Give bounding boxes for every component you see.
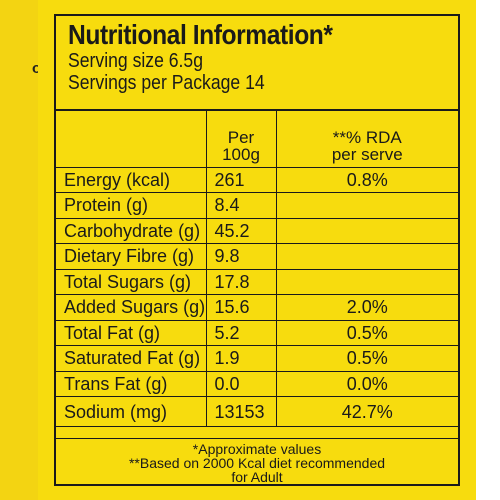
per-100g-value: 1.9 [205,345,277,372]
rda-value: 0.0% [275,370,458,397]
nutrient-name: Dietary Fibre (g) [56,243,207,270]
per-100g-value: 5.2 [205,319,277,346]
header-rda: **% RDA per serve [275,111,458,168]
table-row: Dietary Fibre (g) 9.8 [56,243,458,270]
header-rda-line1: **% RDA [332,127,402,147]
package-side-edge [0,0,38,500]
header-per-line2: 100g [222,144,260,164]
header-nutrient [56,111,207,168]
panel-title: Nutritional Information* [68,19,333,50]
nutrient-name: Trans Fat (g) [56,370,207,397]
table-row: Protein (g) 8.4 [56,192,458,219]
serving-size: Serving size 6.5g [68,50,204,72]
table-row: Energy (kcal) 261 0.8% [56,167,458,193]
per-100g-value: 261 [205,167,277,193]
nutrient-name: Carbohydrate (g) [56,217,207,244]
title-block: Nutritional Information* Serving size 6.… [56,16,458,111]
header-per-line1: Per [227,127,255,147]
rda-value: 0.5% [275,345,458,372]
table-row: Added Sugars (g) 15.6 2.0% [56,294,458,321]
table-body: Energy (kcal) 261 0.8% Protein (g) 8.4 Carboh… [56,167,458,427]
rda-value [275,217,458,244]
per-100g-value: 9.8 [205,243,277,270]
table-row: Total Sugars (g) 17.8 [56,268,458,295]
table-header-row: Per 100g **% RDA per serve [56,111,458,168]
table-row: Sodium (mg) 13153 42.7% [56,396,458,427]
rda-value: 2.0% [275,294,458,321]
rda-value [275,192,458,219]
nutrient-name: Protein (g) [56,192,207,219]
footnote-adult: for Adult [231,469,283,485]
rda-value: 42.7% [275,396,458,427]
nutrient-name: Sodium (mg) [56,396,207,427]
per-100g-value: 13153 [205,396,277,427]
rda-value: 0.5% [275,319,458,346]
nutrient-name: Total Sugars (g) [56,268,207,295]
nutrition-table: Per 100g **% RDA per serve Energy (kcal)… [56,111,458,427]
rda-value [275,268,458,295]
footnote-rda-basis: **Based on 2000 Kcal diet recommended [128,455,386,471]
footnotes: *Approximate values **Based on 2000 Kcal… [56,438,458,484]
rda-value [275,243,458,270]
rda-value: 0.8% [275,167,458,193]
footnote-approximate: *Approximate values [192,441,322,457]
nutrient-name: Added Sugars (g) [56,294,207,321]
table-row: Saturated Fat (g) 1.9 0.5% [56,345,458,372]
nutrition-panel: Nutritional Information* Serving size 6.… [54,14,460,486]
servings-per-package: Servings per Package 14 [68,72,265,94]
per-100g-value: 45.2 [205,217,277,244]
header-per-100g: Per 100g [205,111,277,168]
per-100g-value: 8.4 [205,192,277,219]
per-100g-value: 17.8 [205,268,277,295]
table-row: Total Fat (g) 5.2 0.5% [56,319,458,346]
nutrient-name: Energy (kcal) [56,167,207,193]
per-100g-value: 15.6 [205,294,277,321]
nutrient-name: Total Fat (g) [56,319,207,346]
per-100g-value: 0.0 [205,370,277,397]
nutrient-name: Saturated Fat (g) [56,345,207,372]
header-rda-line2: per serve [331,144,403,164]
table-row: Carbohydrate (g) 45.2 [56,217,458,244]
table-row: Trans Fat (g) 0.0 0.0% [56,370,458,397]
